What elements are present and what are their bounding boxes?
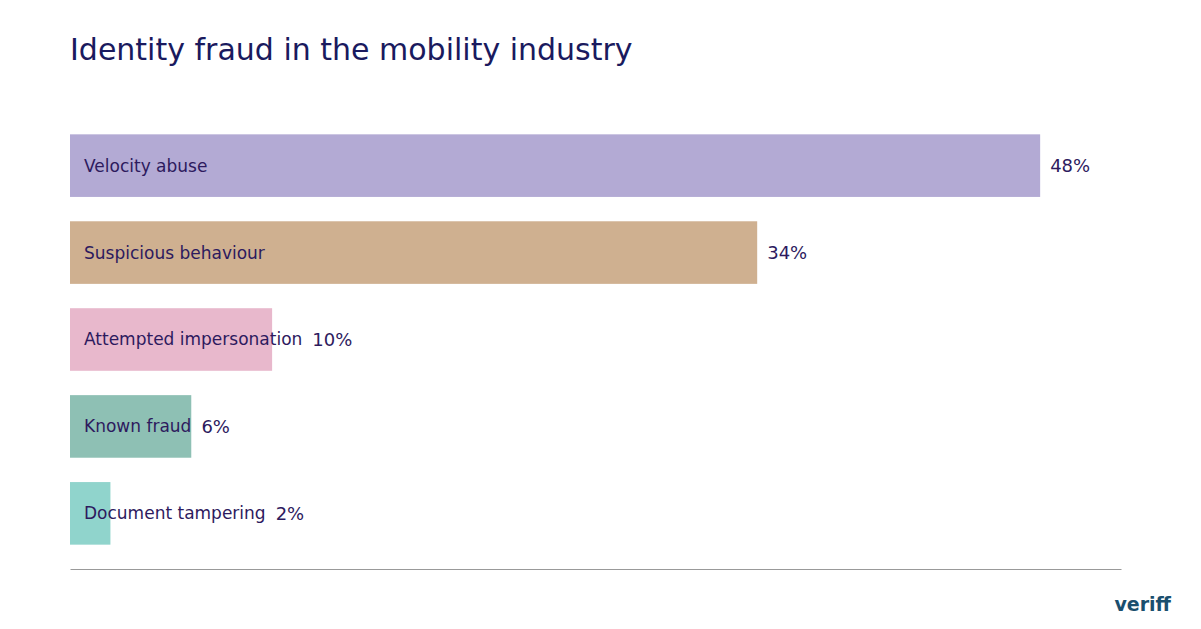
value-label: 34% (767, 242, 807, 263)
bar (70, 221, 757, 284)
x-axis (71, 569, 1122, 570)
bars (70, 134, 1040, 544)
value-label: 2% (276, 503, 305, 524)
category-label: Suspicious behaviour (84, 243, 265, 263)
category-labels: Velocity abuse Suspicious behaviour Attemp… (84, 156, 302, 524)
category-label: Known fraud (84, 416, 191, 436)
category-label: Document tampering (84, 503, 266, 523)
bar (70, 134, 1040, 197)
title: Identity fraud in the mobility industry (70, 32, 633, 67)
value-labels: 48% 34% 10% 6% 2% (201, 155, 1090, 524)
axis-line (71, 569, 1122, 570)
value-label: 48% (1050, 155, 1090, 176)
bar (70, 395, 191, 458)
value-label: 6% (201, 416, 230, 437)
plot: Velocity abuse Suspicious behaviour Attemp… (70, 134, 1122, 569)
category-label: Attempted impersonation (84, 329, 302, 349)
category-label: Velocity abuse (84, 156, 207, 176)
annotation: veriff (1114, 593, 1171, 615)
value-label: 10% (312, 329, 352, 350)
chart: Identity fraud in the mobility industry V… (0, 0, 1201, 629)
